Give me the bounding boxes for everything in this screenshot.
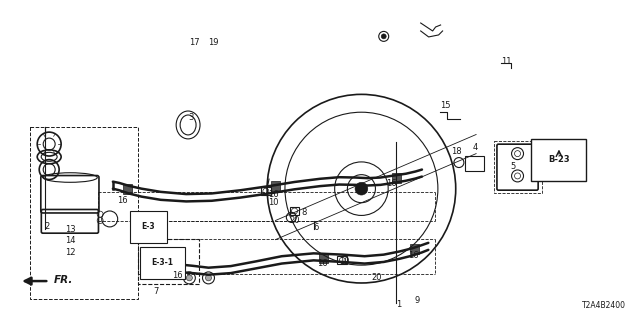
- Text: 2: 2: [45, 222, 50, 231]
- Text: B-23: B-23: [548, 156, 570, 164]
- Text: 3: 3: [188, 114, 193, 123]
- Text: 16: 16: [317, 260, 328, 268]
- Text: 6: 6: [314, 223, 319, 232]
- Text: 20: 20: [289, 216, 300, 225]
- Text: E-3-1: E-3-1: [151, 258, 173, 267]
- Circle shape: [205, 275, 211, 281]
- Text: 4: 4: [473, 143, 478, 152]
- Text: E-3: E-3: [141, 222, 156, 231]
- Text: 16: 16: [408, 251, 419, 260]
- Text: 17: 17: [189, 38, 200, 47]
- Circle shape: [355, 182, 368, 195]
- Text: FR.: FR.: [54, 276, 73, 285]
- FancyBboxPatch shape: [271, 181, 280, 191]
- Text: 8: 8: [301, 208, 307, 217]
- Circle shape: [186, 275, 193, 281]
- Text: 15: 15: [440, 101, 451, 110]
- Text: T2A4B2400: T2A4B2400: [582, 301, 626, 310]
- Text: 12: 12: [65, 248, 76, 257]
- Text: 1: 1: [396, 300, 402, 308]
- Text: 16: 16: [387, 179, 397, 188]
- Text: 5: 5: [510, 162, 515, 171]
- FancyBboxPatch shape: [319, 253, 328, 263]
- Text: 9: 9: [414, 296, 420, 305]
- Text: 10: 10: [268, 197, 278, 206]
- Text: 11: 11: [501, 57, 511, 66]
- FancyBboxPatch shape: [172, 262, 181, 272]
- Text: 19: 19: [209, 38, 219, 47]
- Text: 10: 10: [339, 258, 349, 267]
- Text: 20: 20: [371, 273, 381, 282]
- Text: 13: 13: [65, 225, 76, 234]
- Text: 7: 7: [153, 287, 159, 296]
- Text: 18: 18: [451, 147, 462, 156]
- Circle shape: [381, 34, 386, 39]
- Text: 16: 16: [172, 271, 183, 280]
- Text: 14: 14: [65, 236, 76, 245]
- Text: 16: 16: [117, 196, 128, 205]
- Text: 16: 16: [268, 190, 278, 199]
- FancyBboxPatch shape: [392, 172, 401, 182]
- FancyBboxPatch shape: [410, 244, 419, 254]
- FancyBboxPatch shape: [123, 184, 132, 194]
